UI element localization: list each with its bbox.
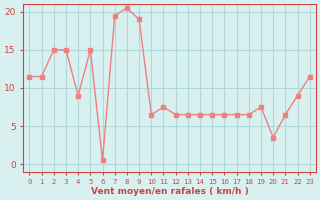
X-axis label: Vent moyen/en rafales ( km/h ): Vent moyen/en rafales ( km/h ): [91, 187, 248, 196]
